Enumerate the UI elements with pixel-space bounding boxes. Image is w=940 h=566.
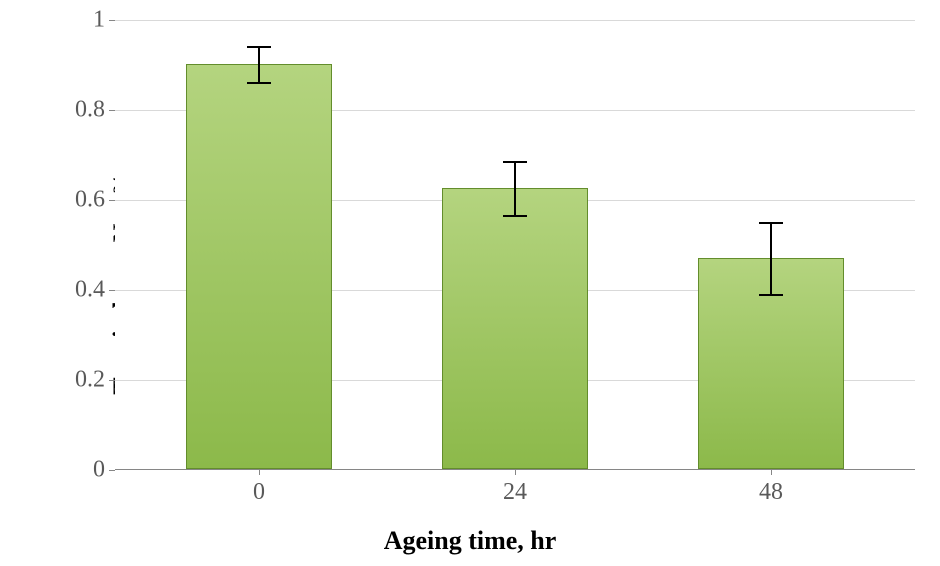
plot-area: 00.20.40.60.8102448	[115, 20, 915, 470]
xtick-mark	[771, 469, 772, 475]
xtick-label: 48	[759, 479, 783, 506]
xtick-mark	[515, 469, 516, 475]
error-cap-bottom	[759, 294, 783, 296]
xtick-label: 0	[253, 479, 265, 506]
chart-container: Tear index, mN·m²/g Ageing time, hr 00.2…	[0, 0, 940, 566]
error-cap-bottom	[503, 215, 527, 217]
ytick-label: 0.4	[75, 277, 105, 304]
error-cap-top	[503, 161, 527, 163]
error-cap-top	[759, 222, 783, 224]
ytick-mark	[109, 110, 115, 111]
ytick-mark	[109, 380, 115, 381]
ytick-mark	[109, 290, 115, 291]
ytick-label: 0.2	[75, 367, 105, 394]
ytick-label: 1	[93, 7, 105, 34]
ytick-label: 0.8	[75, 97, 105, 124]
bar	[442, 188, 589, 469]
error-bar	[258, 47, 260, 83]
ytick-label: 0	[93, 457, 105, 484]
xtick-mark	[259, 469, 260, 475]
x-axis-label: Ageing time, hr	[384, 526, 557, 556]
error-bar	[514, 162, 516, 216]
error-cap-bottom	[247, 82, 271, 84]
ytick-label: 0.6	[75, 187, 105, 214]
ytick-mark	[109, 200, 115, 201]
bar	[186, 64, 333, 469]
xtick-label: 24	[503, 479, 527, 506]
error-cap-top	[247, 46, 271, 48]
ytick-mark	[109, 470, 115, 471]
ytick-mark	[109, 20, 115, 21]
gridline	[115, 20, 915, 21]
error-bar	[770, 223, 772, 295]
